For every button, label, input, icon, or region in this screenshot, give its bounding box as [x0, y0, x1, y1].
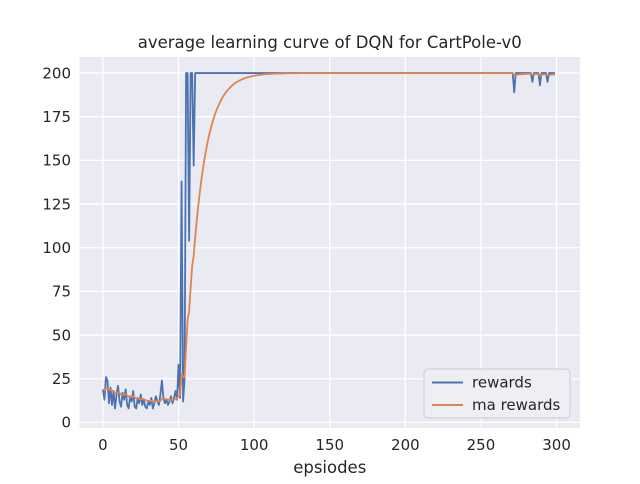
y-tick-label: 100: [42, 239, 71, 257]
legend-label: rewards: [472, 374, 532, 392]
y-tick-label: 200: [42, 64, 71, 82]
x-tick-label: 200: [391, 436, 420, 454]
legend: rewards ma rewards: [423, 368, 571, 419]
y-tick-label: 150: [42, 152, 71, 170]
x-axis-label: epsiodes: [293, 458, 366, 477]
x-tick-label: 300: [542, 436, 571, 454]
x-tick-label: 50: [169, 436, 188, 454]
x-tick-label: 0: [98, 436, 108, 454]
y-tick-label: 75: [52, 283, 71, 301]
y-tick-label: 50: [52, 326, 71, 344]
legend-label: ma rewards: [472, 396, 561, 414]
legend-item-ma-rewards: ma rewards: [432, 396, 561, 414]
y-tick-label: 25: [52, 370, 71, 388]
y-tick-label: 0: [61, 414, 71, 432]
legend-item-rewards: rewards: [432, 374, 532, 392]
x-tick-label: 150: [315, 436, 344, 454]
ma-rewards-line: [102, 72, 556, 403]
chart-title: average learning curve of DQN for CartPo…: [138, 33, 522, 52]
y-tick-label: 125: [42, 195, 71, 213]
y-tick-label: 175: [42, 108, 71, 126]
x-tick-label: 250: [467, 436, 496, 454]
x-tick-label: 100: [240, 436, 269, 454]
